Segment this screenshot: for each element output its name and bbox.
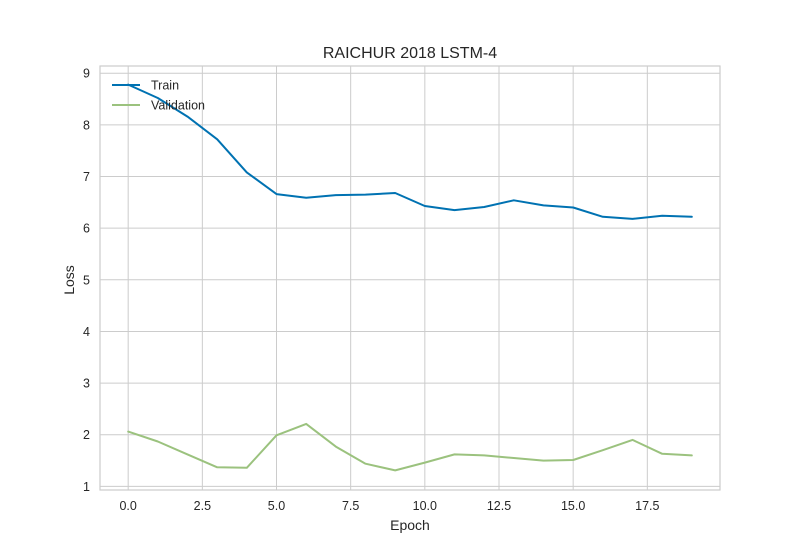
y-tick-label: 9 <box>83 67 90 81</box>
y-tick-label: 7 <box>83 170 90 184</box>
legend: Train Validation <box>112 79 205 113</box>
x-tick-label: 0.0 <box>119 499 136 513</box>
y-tick-label: 5 <box>83 273 90 287</box>
x-tick-label: 12.5 <box>487 499 511 513</box>
x-tick-label: 2.5 <box>194 499 211 513</box>
x-tick-label: 5.0 <box>268 499 285 513</box>
series-line-train <box>127 83 693 220</box>
legend-label-train: Train <box>151 79 179 93</box>
y-axis-label: Loss <box>61 265 77 295</box>
legend-label-validation: Validation <box>151 99 205 113</box>
y-tick-label: 1 <box>83 480 90 494</box>
plot-frame <box>99 65 721 491</box>
y-tick-label: 6 <box>83 222 90 236</box>
plot-area <box>99 65 721 491</box>
chart-title: RAICHUR 2018 LSTM-4 <box>323 45 497 62</box>
y-tick-label: 8 <box>83 118 90 132</box>
x-axis-label: Epoch <box>390 517 430 533</box>
series-layer <box>127 83 693 472</box>
x-tick-label: 15.0 <box>561 499 585 513</box>
y-tick-label: 2 <box>83 428 90 442</box>
series-line-validation <box>127 422 693 472</box>
grid-lines <box>100 66 720 490</box>
x-axis-ticks: 0.0 2.5 5.0 7.5 10.0 12.5 15.0 17.5 <box>119 499 659 513</box>
x-tick-label: 7.5 <box>342 499 359 513</box>
y-tick-label: 4 <box>83 325 90 339</box>
y-axis-ticks: 1 2 3 4 5 6 7 8 9 <box>83 67 90 494</box>
x-tick-label: 17.5 <box>635 499 659 513</box>
plot-background <box>100 66 720 490</box>
x-tick-label: 10.0 <box>413 499 437 513</box>
y-tick-label: 3 <box>83 377 90 391</box>
